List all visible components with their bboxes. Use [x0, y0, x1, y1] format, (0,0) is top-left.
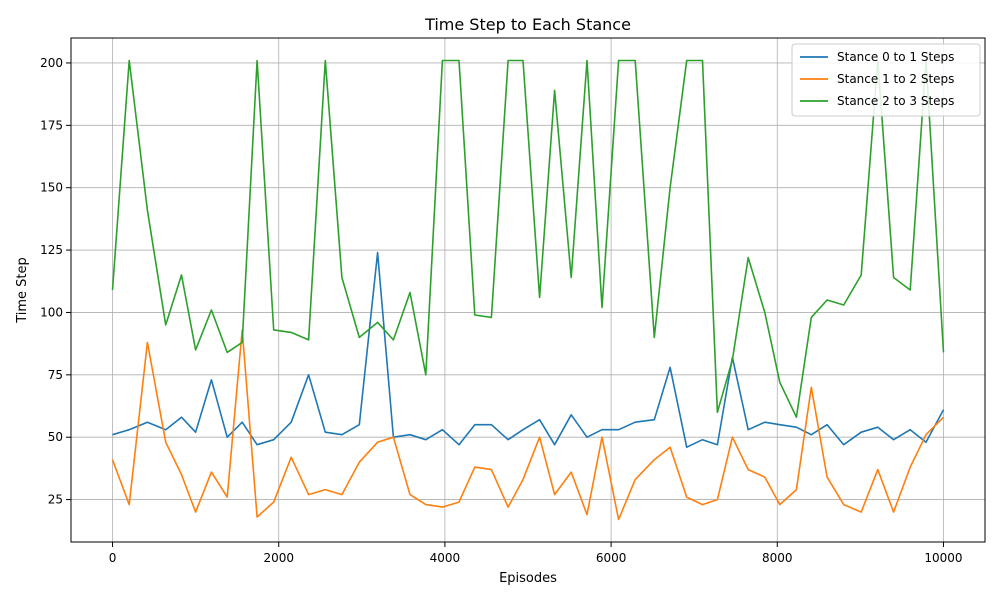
y-tick-label: 200 — [40, 56, 63, 70]
x-tick-label: 10000 — [924, 551, 962, 565]
x-tick-label: 2000 — [263, 551, 294, 565]
legend-label: Stance 2 to 3 Steps — [837, 94, 954, 108]
y-tick-label: 175 — [40, 118, 63, 132]
grid — [71, 38, 985, 542]
x-tick-label: 6000 — [596, 551, 627, 565]
x-tick-label: 0 — [109, 551, 117, 565]
y-tick-label: 50 — [48, 430, 63, 444]
x-axis-label: Episodes — [499, 571, 557, 586]
chart-title: Time Step to Each Stance — [424, 15, 631, 34]
legend: Stance 0 to 1 Steps Stance 1 to 2 Steps St… — [791, 43, 981, 117]
plot-frame — [70, 37, 986, 543]
legend-label: Stance 1 to 2 Steps — [837, 72, 954, 86]
y-tick-label: 75 — [48, 368, 63, 382]
series-line-stance-1-to-2 — [111, 329, 945, 521]
series-line-stance-2-to-3 — [111, 59, 945, 419]
y-axis-label: Time Step — [15, 257, 30, 324]
legend-box — [791, 43, 981, 117]
y-tick-label: 150 — [40, 181, 63, 195]
x-tick-label: 4000 — [430, 551, 461, 565]
y-tick-label: 125 — [40, 243, 63, 257]
y-tick-label: 25 — [48, 493, 63, 507]
legend-label: Stance 0 to 1 Steps — [837, 50, 954, 64]
series-lines — [111, 59, 945, 521]
axes: 0 2000 4000 6000 8000 10000 25 50 75 100 125 150 175… — [40, 56, 962, 565]
y-tick-label: 100 — [40, 305, 63, 319]
x-tick-label: 8000 — [762, 551, 793, 565]
